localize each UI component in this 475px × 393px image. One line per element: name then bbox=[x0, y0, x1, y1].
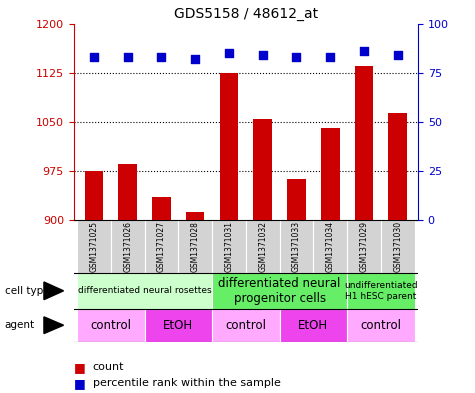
Text: control: control bbox=[361, 319, 401, 332]
Bar bbox=[347, 309, 415, 342]
Point bbox=[225, 50, 233, 56]
Bar bbox=[144, 309, 212, 342]
Title: GDS5158 / 48612_at: GDS5158 / 48612_at bbox=[174, 7, 318, 21]
Bar bbox=[219, 73, 238, 220]
Bar bbox=[280, 309, 347, 342]
Point bbox=[293, 54, 300, 60]
Text: undifferentiated
H1 hESC parent: undifferentiated H1 hESC parent bbox=[344, 281, 418, 301]
Text: cell type: cell type bbox=[5, 286, 49, 296]
Bar bbox=[178, 220, 212, 273]
Polygon shape bbox=[44, 317, 64, 334]
Polygon shape bbox=[44, 282, 64, 299]
Bar bbox=[77, 273, 212, 309]
Bar bbox=[152, 197, 171, 220]
Text: GSM1371030: GSM1371030 bbox=[393, 221, 402, 272]
Bar bbox=[314, 220, 347, 273]
Text: ■: ■ bbox=[74, 361, 86, 374]
Bar bbox=[355, 66, 373, 220]
Bar bbox=[77, 220, 111, 273]
Text: control: control bbox=[90, 319, 131, 332]
Text: ■: ■ bbox=[74, 376, 86, 390]
Text: agent: agent bbox=[5, 320, 35, 330]
Bar bbox=[389, 113, 407, 220]
Point bbox=[259, 52, 266, 58]
Point bbox=[90, 54, 98, 60]
Bar bbox=[347, 220, 381, 273]
Text: count: count bbox=[93, 362, 124, 373]
Bar bbox=[85, 171, 103, 220]
Bar bbox=[246, 220, 280, 273]
Text: control: control bbox=[225, 319, 266, 332]
Point bbox=[360, 48, 368, 54]
Text: differentiated neural
progenitor cells: differentiated neural progenitor cells bbox=[218, 277, 341, 305]
Text: GSM1371026: GSM1371026 bbox=[123, 221, 132, 272]
Point bbox=[158, 54, 165, 60]
Text: GSM1371027: GSM1371027 bbox=[157, 221, 166, 272]
Bar bbox=[144, 220, 178, 273]
Bar bbox=[253, 119, 272, 220]
Bar bbox=[111, 220, 144, 273]
Bar bbox=[280, 220, 314, 273]
Bar bbox=[118, 164, 137, 220]
Bar bbox=[212, 220, 246, 273]
Text: GSM1371025: GSM1371025 bbox=[89, 221, 98, 272]
Bar bbox=[287, 180, 306, 220]
Point bbox=[326, 54, 334, 60]
Text: percentile rank within the sample: percentile rank within the sample bbox=[93, 378, 281, 388]
Text: GSM1371028: GSM1371028 bbox=[190, 221, 200, 272]
Text: GSM1371033: GSM1371033 bbox=[292, 221, 301, 272]
Bar bbox=[77, 309, 144, 342]
Point bbox=[191, 56, 199, 62]
Text: GSM1371031: GSM1371031 bbox=[224, 221, 233, 272]
Bar bbox=[212, 309, 280, 342]
Point bbox=[124, 54, 132, 60]
Text: GSM1371032: GSM1371032 bbox=[258, 221, 267, 272]
Bar bbox=[186, 212, 204, 220]
Text: EtOH: EtOH bbox=[163, 319, 193, 332]
Bar bbox=[212, 273, 347, 309]
Point bbox=[394, 52, 401, 58]
Text: GSM1371034: GSM1371034 bbox=[326, 221, 335, 272]
Text: differentiated neural rosettes: differentiated neural rosettes bbox=[78, 286, 211, 295]
Bar bbox=[347, 273, 415, 309]
Bar bbox=[381, 220, 415, 273]
Text: GSM1371029: GSM1371029 bbox=[360, 221, 369, 272]
Text: EtOH: EtOH bbox=[298, 319, 328, 332]
Bar bbox=[321, 129, 340, 220]
